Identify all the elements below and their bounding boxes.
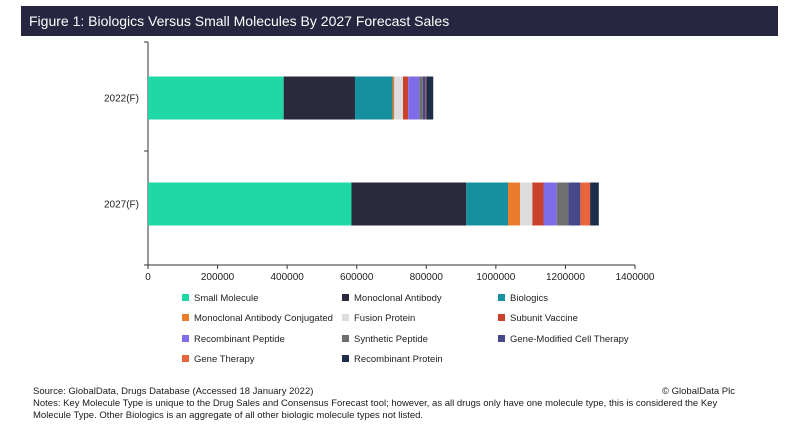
bar-segment-gene-modified-cell-therapy bbox=[568, 182, 581, 226]
bar-segment-fusion-protein bbox=[394, 76, 403, 120]
bar-segment-gene-modified-cell-therapy bbox=[422, 76, 426, 120]
legend-swatch bbox=[498, 294, 505, 301]
legend-label: Recombinant Peptide bbox=[194, 334, 285, 345]
legend-label: Monoclonal Antibody bbox=[354, 293, 442, 304]
x-tick-label: 200000 bbox=[201, 272, 235, 283]
bar-segment-small-molecule bbox=[148, 182, 352, 226]
x-tick-label: 0 bbox=[145, 272, 151, 283]
legend-label: Synthetic Peptide bbox=[354, 334, 428, 345]
y-category-label: 2022(F) bbox=[104, 94, 139, 105]
x-tick-label: 400000 bbox=[270, 272, 304, 283]
bar-segment-recombinant-protein bbox=[426, 76, 434, 120]
bar-segment-gene-therapy bbox=[580, 182, 591, 226]
figure-title: Figure 1: Biologics Versus Small Molecul… bbox=[29, 13, 450, 29]
bar-segment-biologics bbox=[354, 76, 393, 120]
x-tick-label: 600000 bbox=[340, 272, 374, 283]
bar-segment-monoclonal-antibody-conjugated bbox=[392, 76, 395, 120]
source-note: Source: GlobalData, Drugs Database (Acce… bbox=[33, 386, 314, 397]
x-tick-label: 1200000 bbox=[546, 272, 585, 283]
x-tick-label: 1400000 bbox=[616, 272, 655, 283]
bar-segment-small-molecule bbox=[148, 76, 284, 120]
bar-segment-subunit-vaccine bbox=[402, 76, 409, 120]
bar-segment-monoclonal-antibody bbox=[283, 76, 355, 120]
legend-swatch bbox=[182, 294, 189, 301]
legend-swatch bbox=[342, 335, 349, 342]
legend-label: Recombinant Protein bbox=[354, 354, 443, 365]
legend-label: Monoclonal Antibody Conjugated bbox=[194, 313, 333, 324]
bar-segment-recombinant-peptide bbox=[408, 76, 420, 120]
bar-segment-synthetic-peptide bbox=[556, 182, 569, 226]
x-tick-label: 800000 bbox=[410, 272, 444, 283]
bar-segment-subunit-vaccine bbox=[532, 182, 544, 226]
bar-segment-synthetic-peptide bbox=[419, 76, 423, 120]
legend-label: Small Molecule bbox=[194, 293, 258, 304]
notes-text: Notes: Key Molecule Type is unique to th… bbox=[33, 398, 718, 421]
legend-label: Fusion Protein bbox=[354, 313, 415, 324]
bar-segment-monoclonal-antibody-conjugated bbox=[508, 182, 521, 226]
legend-label: Biologics bbox=[510, 293, 548, 304]
figure-title-bar: Figure 1: Biologics Versus Small Molecul… bbox=[21, 6, 778, 36]
legend-label: Gene Therapy bbox=[194, 354, 255, 365]
bar-segment-biologics bbox=[466, 182, 509, 226]
legend-swatch bbox=[182, 335, 189, 342]
legend-swatch bbox=[498, 335, 505, 342]
legend-swatch bbox=[498, 314, 505, 321]
bar-segment-fusion-protein bbox=[520, 182, 533, 226]
bar-segment-monoclonal-antibody bbox=[351, 182, 467, 226]
legend-swatch bbox=[182, 355, 189, 362]
bar-segment-recombinant-peptide bbox=[543, 182, 557, 226]
copyright: © GlobalData Plc bbox=[661, 386, 735, 397]
legend-swatch bbox=[342, 355, 349, 362]
y-category-label: 2027(F) bbox=[104, 200, 139, 211]
legend-label: Gene-Modified Cell Therapy bbox=[510, 334, 629, 345]
stacked-bar-chart: 0 200000 400000 600000 800000 1000000 1200000 1… bbox=[104, 41, 655, 365]
legend-label: Subunit Vaccine bbox=[510, 313, 578, 324]
bar-segment-gene-therapy bbox=[425, 76, 427, 120]
legend-swatch bbox=[342, 314, 349, 321]
legend-swatch bbox=[182, 314, 189, 321]
x-tick-label: 1000000 bbox=[476, 272, 515, 283]
legend-swatch bbox=[342, 294, 349, 301]
bar-segment-recombinant-protein bbox=[590, 182, 599, 226]
